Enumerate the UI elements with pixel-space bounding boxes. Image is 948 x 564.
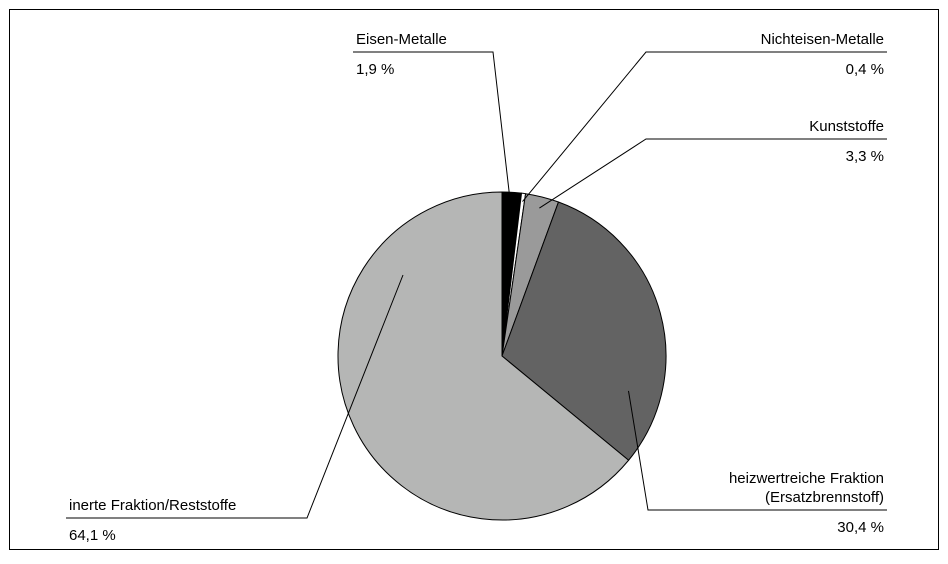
leader-line-heizwertreiche-fraktion-ersatzbrennstoff — [628, 390, 887, 511]
slice-label-inerte-fraktion-reststoffe: inerte Fraktion/Reststoffe — [69, 497, 236, 514]
slice-value-inerte-fraktion-reststoffe: 64,1 % — [69, 527, 116, 544]
slice-label-eisen-metalle: Eisen-Metalle — [356, 31, 447, 48]
leader-line-kunststoffe — [539, 138, 887, 209]
slice-value-eisen-metalle: 1,9 % — [356, 61, 394, 78]
leader-line-inerte-fraktion-reststoffe — [66, 274, 404, 519]
slice-label-nichteisen-metalle: Nichteisen-Metalle — [761, 31, 884, 48]
slice-value-heizwertreiche-fraktion-ersatzbrennstoff: 30,4 % — [837, 519, 884, 536]
slice-label-heizwertreiche-fraktion-ersatzbrennstoff-line-2: (Ersatzbrennstoff) — [765, 489, 884, 506]
leader-line-nichteisen-metalle — [522, 51, 887, 202]
slice-label-kunststoffe: Kunststoffe — [809, 118, 884, 135]
slice-value-nichteisen-metalle: 0,4 % — [846, 61, 884, 78]
leader-lines-layer — [66, 51, 887, 519]
labels-layer: Eisen-Metalle 1,9 % Nichteisen-Metalle 0,4 … — [69, 31, 884, 544]
leader-line-eisen-metalle — [353, 51, 511, 203]
slices-layer — [337, 191, 667, 521]
pie-slice-inerte-fraktion-reststoffe — [337, 191, 630, 521]
slice-value-kunststoffe: 3,3 % — [846, 148, 884, 165]
slice-label-heizwertreiche-fraktion-ersatzbrennstoff-line-1: heizwertreiche Fraktion — [729, 470, 884, 487]
pie-slice-heizwertreiche-fraktion-ersatzbrennstoff — [501, 201, 667, 461]
